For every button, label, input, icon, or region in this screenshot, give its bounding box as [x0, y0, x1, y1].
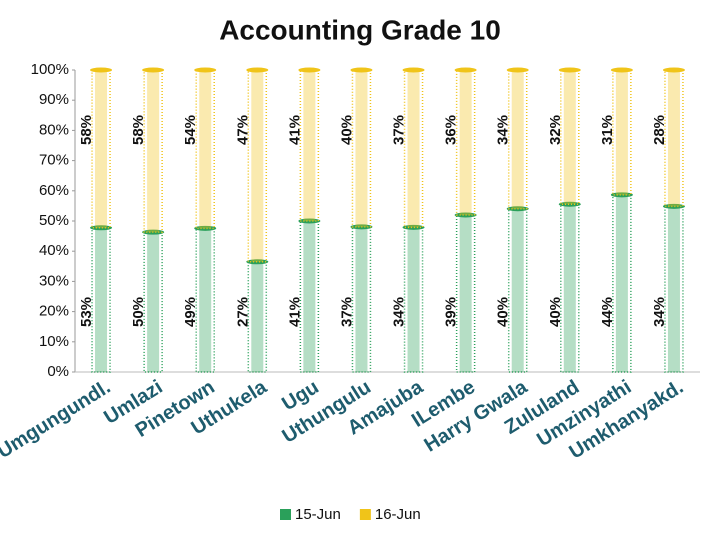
- value-label: 32%: [547, 115, 564, 145]
- y-tick-label: 70%: [39, 152, 69, 169]
- bar-cap: [246, 67, 269, 73]
- bar-segment-core: [95, 70, 108, 228]
- y-tick-label: 100%: [31, 61, 69, 78]
- legend-label: 16-Jun: [375, 506, 421, 523]
- value-label: 40%: [338, 115, 355, 145]
- bar-segment-core: [407, 227, 420, 372]
- bar-cap: [142, 67, 165, 73]
- y-tick-label: 20%: [39, 303, 69, 320]
- value-label: 36%: [443, 115, 460, 145]
- value-label: 34%: [391, 297, 408, 327]
- value-label: 37%: [338, 297, 355, 327]
- y-tick-label: 30%: [39, 272, 69, 289]
- y-tick-label: 40%: [39, 242, 69, 259]
- y-tick-label: 80%: [39, 121, 69, 138]
- bar-cap: [558, 201, 581, 207]
- bar-cap: [454, 67, 477, 73]
- bar-cap: [194, 67, 217, 73]
- bar-segment-core: [199, 70, 212, 229]
- bar-segment-core: [615, 70, 628, 195]
- value-label: 58%: [78, 115, 95, 145]
- y-tick-label: 90%: [39, 91, 69, 108]
- value-label: 40%: [547, 297, 564, 327]
- value-label: 34%: [495, 115, 512, 145]
- bar-cap: [506, 67, 529, 73]
- bar-cap: [662, 203, 685, 209]
- bar-segment-core: [667, 70, 680, 207]
- legend-swatch: [359, 509, 371, 520]
- value-label: 47%: [234, 115, 251, 145]
- bar-segment-core: [251, 70, 264, 262]
- bar-segment-core: [407, 70, 420, 228]
- value-label: 40%: [495, 297, 512, 327]
- bar-cap: [194, 225, 217, 231]
- bar-segment-core: [667, 206, 680, 372]
- bar-cap: [610, 192, 633, 198]
- bar-cap: [610, 67, 633, 73]
- bar-segment-core: [563, 70, 576, 205]
- bar-segment-core: [355, 70, 368, 227]
- value-label: 49%: [182, 297, 199, 327]
- value-label: 41%: [286, 115, 303, 145]
- bar-segment-core: [303, 70, 316, 221]
- bar-segment-core: [199, 228, 212, 372]
- legend-swatch: [280, 509, 291, 520]
- bar-cap: [558, 67, 581, 73]
- bar-segment-core: [303, 221, 316, 372]
- value-label: 58%: [130, 115, 147, 145]
- value-label: 41%: [286, 297, 303, 327]
- value-label: 44%: [599, 297, 616, 327]
- value-label: 37%: [391, 115, 408, 145]
- bar-segment-core: [95, 227, 108, 372]
- chart-title: Accounting Grade 10: [219, 14, 501, 45]
- bar-segment-core: [459, 214, 472, 372]
- value-label: 27%: [234, 297, 251, 327]
- x-tick-label: Umgungundl.: [0, 376, 114, 463]
- value-label: 39%: [443, 297, 460, 327]
- value-label: 31%: [599, 115, 616, 145]
- y-tick-label: 60%: [39, 182, 69, 199]
- bar-segment-core: [355, 226, 368, 372]
- bar-segment-core: [147, 232, 160, 372]
- bar-segment-core: [251, 261, 264, 372]
- bar-segment-core: [511, 208, 524, 372]
- legend-label: 15-Jun: [295, 506, 341, 523]
- bar-cap: [246, 259, 269, 265]
- bar-segment-core: [563, 204, 576, 372]
- bar-segment-core: [615, 194, 628, 372]
- y-tick-label: 0%: [47, 363, 69, 380]
- value-label: 34%: [651, 297, 668, 327]
- bar-cap: [402, 224, 425, 230]
- value-label: 53%: [78, 297, 95, 327]
- bar-segment-core: [511, 70, 524, 209]
- bar-cap: [402, 67, 425, 73]
- bar-cap: [90, 225, 113, 231]
- y-tick-label: 10%: [39, 333, 69, 350]
- bar-segment-core: [147, 70, 160, 233]
- bar-cap: [298, 67, 321, 73]
- value-label: 28%: [651, 115, 668, 145]
- bar-segment-core: [459, 70, 472, 215]
- y-tick-label: 50%: [39, 212, 69, 229]
- bar-cap: [662, 67, 685, 73]
- bar-cap: [90, 67, 113, 73]
- value-label: 54%: [182, 115, 199, 145]
- bar-cap: [350, 67, 373, 73]
- value-label: 50%: [130, 297, 147, 327]
